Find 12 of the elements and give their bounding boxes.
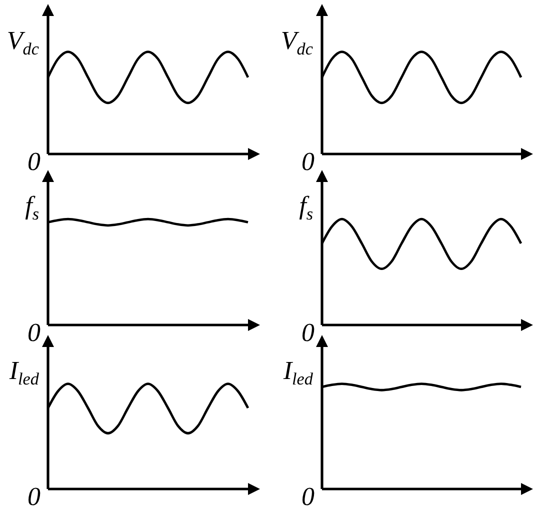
text: 0 xyxy=(302,318,314,347)
text: 0 xyxy=(28,147,40,176)
text: 0 xyxy=(28,318,40,347)
y-axis-title: f$_{s}$ xyxy=(25,191,39,224)
y-axis-title: I$_{led}$ xyxy=(283,356,313,388)
text: 0 xyxy=(28,482,40,511)
y-axis-title: V$_{dc}$ xyxy=(280,26,313,58)
y-axis-title: f$_{s}$ xyxy=(299,191,313,224)
text: 0 xyxy=(302,147,314,176)
y-axis-title: I$_{led}$ xyxy=(9,356,39,388)
y-axis-title: V$_{dc}$ xyxy=(6,26,39,58)
text: 0 xyxy=(302,482,314,511)
